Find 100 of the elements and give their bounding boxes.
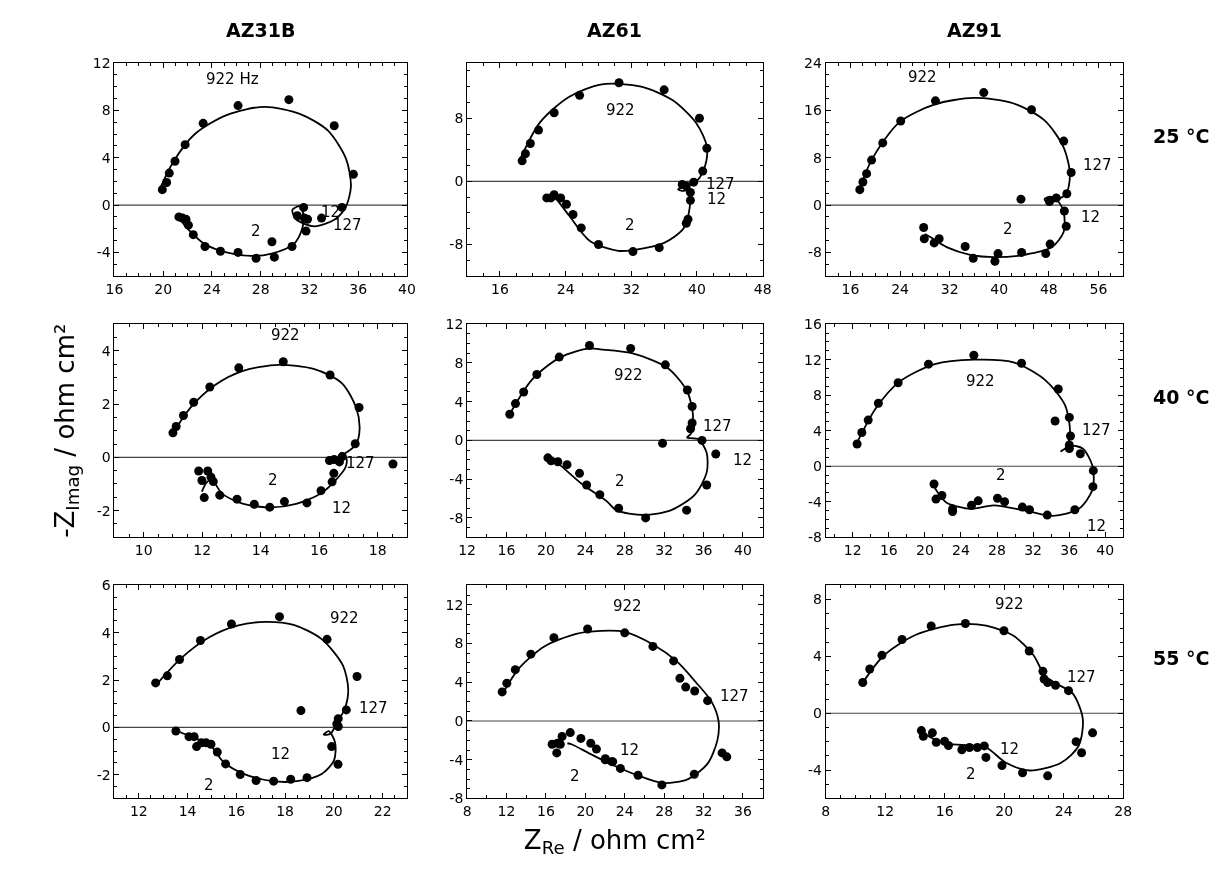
x-tick-label: 36 bbox=[734, 803, 752, 820]
x-tick-label: 40 bbox=[734, 542, 752, 559]
x-tick-label: 16 bbox=[537, 803, 555, 820]
annotation: 127 bbox=[1082, 421, 1111, 439]
y-tick-label: 8 bbox=[813, 149, 822, 166]
annotation: 2 bbox=[570, 767, 580, 785]
x-tick-label: 48 bbox=[753, 280, 772, 297]
y-tick-label: 12 bbox=[445, 316, 464, 333]
x-tick-label: 16 bbox=[935, 803, 954, 820]
text: 25 °C bbox=[1153, 125, 1210, 147]
y-tick-label: 4 bbox=[101, 149, 111, 166]
x-tick-label: 16 bbox=[310, 542, 329, 559]
y-tick-label: 12 bbox=[445, 596, 464, 613]
annotation: 922 bbox=[614, 366, 643, 384]
annotation: 922 bbox=[330, 609, 359, 627]
chart-title: AZ61 bbox=[587, 19, 642, 41]
annotation: 12 bbox=[1000, 740, 1020, 758]
annotation: 2 bbox=[996, 466, 1006, 484]
y-tick-label: -8 bbox=[807, 244, 822, 261]
x-tick-label: 14 bbox=[251, 542, 270, 559]
x-tick-label: 36 bbox=[1060, 542, 1079, 559]
x-tick-label: 32 bbox=[1024, 542, 1042, 559]
annotation: 12 bbox=[1087, 517, 1107, 535]
x-tick-label: 48 bbox=[1039, 280, 1058, 297]
y-tick-label: 24 bbox=[804, 54, 822, 71]
x-tick-label: 40 bbox=[990, 280, 1009, 297]
text: 55 °C bbox=[1153, 647, 1210, 669]
x-tick-label: 32 bbox=[694, 803, 713, 820]
x-tick-label: 32 bbox=[655, 542, 674, 559]
x-tick-label: 12 bbox=[193, 542, 212, 559]
annotation: 127 bbox=[720, 687, 749, 705]
annotation: 2 bbox=[1003, 220, 1013, 238]
x-tick-label: 28 bbox=[615, 542, 634, 559]
y-tick-label: 8 bbox=[454, 354, 464, 371]
x-tick-label: 16 bbox=[227, 803, 246, 820]
x-tick-label: 14 bbox=[178, 803, 197, 820]
x-tick-label: 20 bbox=[154, 280, 173, 297]
y-tick-label: 4 bbox=[813, 648, 822, 665]
x-tick-label: 20 bbox=[995, 803, 1014, 820]
annotation: 2 bbox=[625, 216, 635, 234]
x-tick-label: 24 bbox=[556, 280, 575, 297]
x-tick-label: 40 bbox=[398, 280, 416, 297]
y-tick-label: 0 bbox=[454, 712, 464, 729]
x-tick-label: 16 bbox=[879, 542, 898, 559]
annotation: 2 bbox=[966, 765, 976, 783]
x-tick-label: 18 bbox=[368, 542, 387, 559]
annotation: 127 bbox=[703, 417, 732, 435]
x-tick-label: 28 bbox=[655, 803, 674, 820]
y-tick-label: 8 bbox=[813, 591, 822, 608]
x-tick-label: 28 bbox=[988, 542, 1006, 559]
annotation: 12 bbox=[332, 499, 352, 517]
y-tick-label: 0 bbox=[813, 196, 822, 213]
y-tick-label: -4 bbox=[449, 471, 464, 488]
y-tick-label: -2 bbox=[96, 502, 111, 519]
x-tick-label: 24 bbox=[203, 280, 221, 297]
x-axis-title: Z$_{Re}$ / ohm cm² bbox=[523, 824, 706, 859]
x-tick-label: 40 bbox=[688, 280, 706, 297]
annotation: 2 bbox=[615, 472, 625, 490]
y-tick-label: -8 bbox=[449, 236, 464, 253]
x-tick-label: 20 bbox=[324, 803, 343, 820]
y-tick-label: 0 bbox=[813, 705, 822, 722]
annotation: 127 bbox=[1067, 668, 1096, 686]
y-tick-label: -2 bbox=[96, 766, 111, 783]
annotation: 922 bbox=[995, 595, 1024, 613]
y-tick-label: 8 bbox=[454, 635, 464, 652]
x-tick-label: 16 bbox=[841, 280, 860, 297]
x-tick-label: 16 bbox=[491, 280, 509, 297]
y-tick-label: -4 bbox=[807, 493, 822, 510]
y-tick-label: -4 bbox=[96, 244, 111, 261]
y-tick-label: -8 bbox=[449, 509, 464, 526]
x-tick-label: 22 bbox=[373, 803, 392, 820]
x-tick-label: 12 bbox=[497, 803, 516, 820]
y-tick-label: 0 bbox=[101, 449, 111, 466]
annotation: 2 bbox=[251, 222, 261, 240]
y-tick-label: -4 bbox=[807, 761, 822, 778]
chart-title: AZ91 bbox=[947, 19, 1002, 41]
annotation: 12 bbox=[707, 190, 727, 208]
x-tick-label: 24 bbox=[615, 803, 634, 820]
x-tick-label: 16 bbox=[497, 542, 516, 559]
y-tick-label: 0 bbox=[101, 196, 111, 213]
y-tick-label: 4 bbox=[454, 393, 464, 410]
annotation: 922 bbox=[271, 326, 300, 344]
y-tick-label: 0 bbox=[454, 432, 464, 449]
x-tick-label: 24 bbox=[952, 542, 970, 559]
y-tick-label: 8 bbox=[813, 387, 822, 404]
y-tick-label: 12 bbox=[804, 351, 822, 368]
x-tick-label: 36 bbox=[349, 280, 368, 297]
x-tick-label: 20 bbox=[915, 542, 934, 559]
x-tick-label: 40 bbox=[1096, 542, 1115, 559]
x-tick-label: 20 bbox=[576, 803, 595, 820]
y-tick-label: 16 bbox=[804, 316, 822, 333]
annotation: 12 bbox=[620, 741, 640, 759]
x-tick-label: 24 bbox=[576, 542, 595, 559]
y-tick-label: 4 bbox=[101, 342, 111, 359]
x-tick-label: 32 bbox=[300, 280, 319, 297]
annotation: 922 bbox=[966, 372, 995, 390]
y-tick-label: 4 bbox=[813, 422, 822, 439]
y-tick-label: 4 bbox=[454, 674, 464, 691]
x-tick-label: 32 bbox=[940, 280, 959, 297]
x-tick-label: 28 bbox=[1114, 803, 1133, 820]
